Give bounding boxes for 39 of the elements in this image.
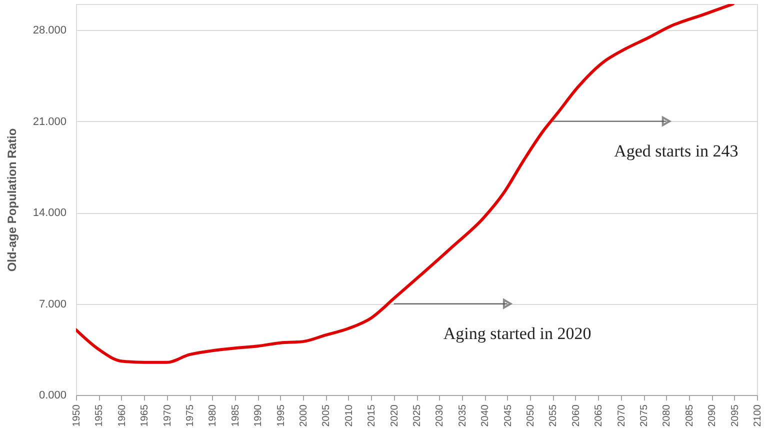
x-tick-label: 1995 <box>276 404 287 427</box>
x-tick-label: 2040 <box>480 404 492 427</box>
x-tick-label: 1955 <box>94 404 106 427</box>
x-tick-label: 1985 <box>230 404 242 427</box>
x-tick-label: 2020 <box>389 404 400 427</box>
x-tick-label: 2045 <box>502 404 514 427</box>
x-tick-label: 2090 <box>707 404 718 427</box>
x-tick-label: 2095 <box>730 404 741 427</box>
x-tick-label: 2025 <box>412 404 423 427</box>
y-tick-label: 21.000 <box>32 116 66 128</box>
y-tick-label: 28.000 <box>32 24 66 37</box>
annotation: Aging started in 2020 <box>443 324 592 343</box>
x-tick-label: 2065 <box>594 404 605 427</box>
x-tick-label: 1965 <box>140 404 151 427</box>
x-tick-label: 2060 <box>570 404 582 427</box>
x-tick-label: 1975 <box>185 404 196 427</box>
x-tick-label: 2070 <box>616 404 628 427</box>
x-tick-label: 2085 <box>684 404 696 427</box>
x-tick-label: 1990 <box>253 404 264 427</box>
x-tick-label: 2080 <box>662 404 673 427</box>
y-tick-label: 0.000 <box>38 390 66 402</box>
x-tick-label: 2075 <box>639 404 650 427</box>
y-tick-label: 7.000 <box>38 298 66 310</box>
x-tick-label: 1950 <box>72 404 82 427</box>
x-tick-label: 2100 <box>752 404 764 427</box>
x-tick-label: 2015 <box>366 404 378 427</box>
x-tick-label: 2000 <box>298 404 310 427</box>
x-tick-label: 2055 <box>548 404 560 427</box>
annotation: Aged starts in 243 <box>614 141 738 160</box>
x-tick-label: 2050 <box>526 404 536 427</box>
x-tick-label: 2005 <box>321 404 332 427</box>
x-tick-label: 2035 <box>457 404 468 427</box>
x-tick-label: 1970 <box>162 404 174 427</box>
x-tick-label: 1980 <box>208 404 219 427</box>
x-tick-label: 1960 <box>116 404 128 427</box>
y-tick-label: 14.000 <box>32 207 66 220</box>
x-tick-label: 2030 <box>434 404 446 427</box>
y-axis-title: Old-age Population Ratio <box>4 128 19 272</box>
x-tick-label: 2010 <box>344 404 355 427</box>
